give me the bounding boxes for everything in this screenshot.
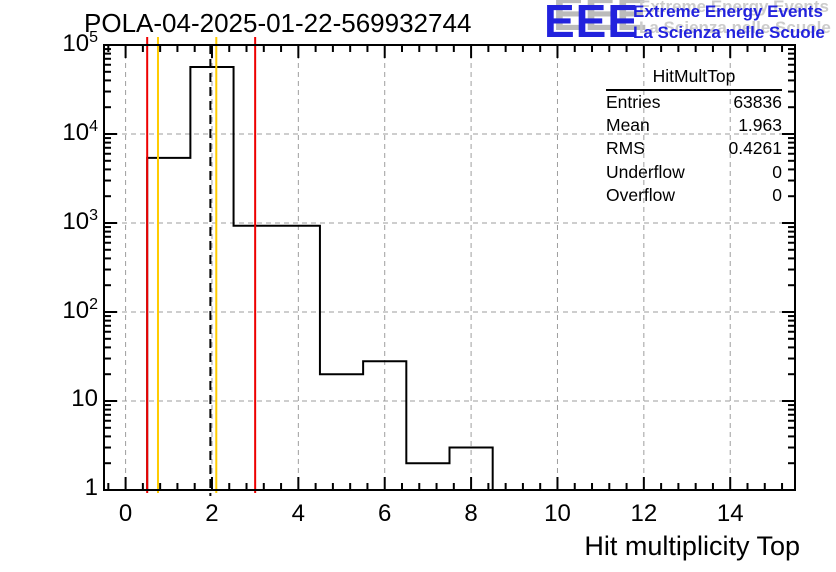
x-axis-label-12: 12 xyxy=(630,500,658,527)
y-axis-label-1e3: 103 xyxy=(62,207,98,235)
x-axis-label-6: 6 xyxy=(378,500,392,527)
plot-title: POLA-04-2025-01-22-569932744 xyxy=(84,8,472,38)
stats-label: RMS xyxy=(606,138,645,159)
stats-row-entries: Entries 63836 xyxy=(606,91,782,114)
x-axis-label-0: 0 xyxy=(118,500,133,527)
x-axis-label-14: 14 xyxy=(716,500,744,527)
y-axis-label-1e4: 104 xyxy=(62,118,98,146)
stats-row-underflow: Underflow 0 xyxy=(606,161,782,184)
stats-value: 1.963 xyxy=(738,115,782,136)
y-axis-label-1e2: 102 xyxy=(62,296,98,324)
stats-value: 0.4261 xyxy=(728,138,782,159)
stats-label: Mean xyxy=(606,115,650,136)
x-axis-label-2: 2 xyxy=(205,500,219,527)
x-axis-label-8: 8 xyxy=(464,500,478,527)
stats-value: 0 xyxy=(772,184,782,205)
x-axis-label-4: 4 xyxy=(291,500,306,527)
stats-label: Underflow xyxy=(606,161,685,182)
histogram-line xyxy=(104,66,795,491)
eee-logo-line1: Extreme Energy Events xyxy=(633,2,823,21)
stats-box: HitMultTop Entries 63836 Mean 1.963 RMS 0.426… xyxy=(606,66,782,207)
y-axis-label-1e0: 1 xyxy=(84,474,98,501)
stats-box-title: HitMultTop xyxy=(606,66,782,91)
plot-frame xyxy=(103,44,796,491)
stats-value: 63836 xyxy=(733,92,782,113)
x-axis-title: Hit multiplicity Top xyxy=(584,531,800,561)
eee-logo-acronym: EEE xyxy=(544,0,640,47)
x-axis-label-10: 10 xyxy=(544,500,571,527)
stats-label: Entries xyxy=(606,92,661,113)
stats-row-mean: Mean 1.963 xyxy=(606,114,782,137)
y-axis-label-1e1: 10 xyxy=(71,385,98,412)
stats-box-rows: Entries 63836 Mean 1.963 RMS 0.4261 Underflow 0… xyxy=(606,91,782,207)
stats-label: Overflow xyxy=(606,184,676,205)
stats-value: 0 xyxy=(772,161,782,182)
stats-row-overflow: Overflow 0 xyxy=(606,184,782,207)
stats-row-rms: RMS 0.4261 xyxy=(606,137,782,160)
y-axis-label-1e5: 105 xyxy=(62,29,98,57)
eee-logo-line2: La Scienza nelle Scuole xyxy=(633,23,825,42)
